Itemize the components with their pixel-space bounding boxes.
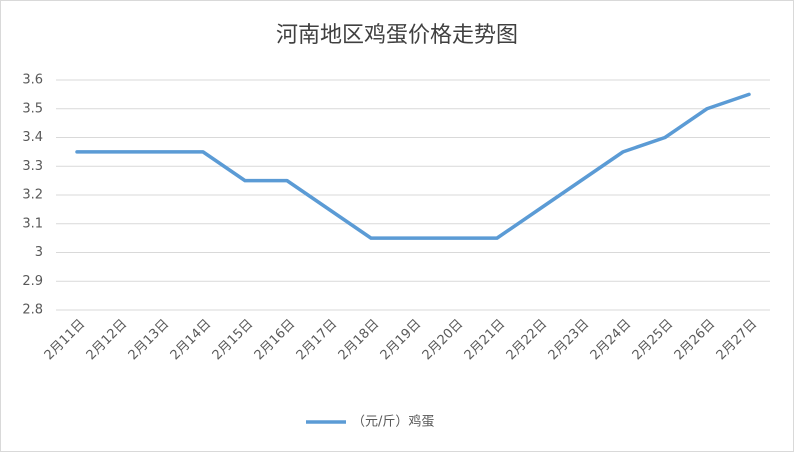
y-tick-label: 3.2 xyxy=(22,188,43,203)
y-tick-label: 2.8 xyxy=(22,303,43,318)
y-tick-label: 2.9 xyxy=(22,274,43,289)
series-line xyxy=(75,92,751,240)
y-tick-label: 3 xyxy=(35,245,43,260)
y-tick-label: 3.6 xyxy=(22,73,43,88)
y-tick-label: 3.3 xyxy=(22,159,43,174)
legend-label: （元/斤）鸡蛋 xyxy=(352,414,434,430)
y-tick-label: 3.4 xyxy=(22,130,43,145)
y-tick-label: 3.5 xyxy=(22,101,43,116)
chart-title: 河南地区鸡蛋价格走势图 xyxy=(276,23,518,48)
y-tick-label: 3.1 xyxy=(22,216,43,231)
